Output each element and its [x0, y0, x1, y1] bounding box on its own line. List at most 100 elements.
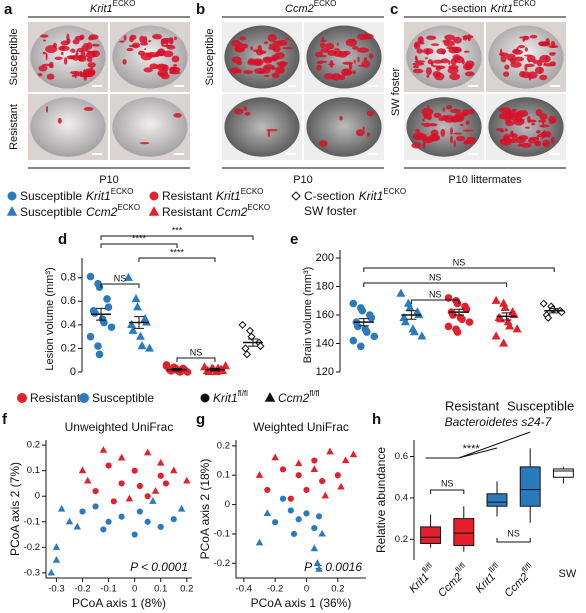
lesion	[527, 115, 531, 124]
side-label: SW foster	[390, 68, 402, 117]
x-tick-label: 0	[304, 584, 309, 595]
lesion	[438, 117, 446, 122]
lesion	[250, 46, 254, 51]
data-point	[95, 350, 104, 359]
data-point	[133, 302, 142, 311]
panel-title: C-section Krit1ECKO	[440, 0, 536, 15]
lesion	[499, 130, 505, 133]
data-point	[151, 486, 160, 494]
lesion	[69, 71, 82, 75]
lesion	[66, 38, 71, 44]
data-point	[247, 332, 256, 341]
lesion	[430, 43, 440, 46]
lesion	[366, 132, 371, 137]
legend-marker	[7, 191, 17, 201]
lesion	[443, 40, 455, 47]
data-point	[500, 302, 510, 312]
error-bar	[501, 312, 512, 321]
data-point	[287, 495, 294, 502]
lesion	[79, 34, 85, 40]
x-tick-label: Krit1fl/fl	[471, 561, 506, 596]
data-point	[279, 466, 287, 473]
lesion	[413, 65, 420, 69]
lesion	[416, 136, 421, 140]
lesion	[362, 126, 365, 131]
lesion	[362, 33, 374, 40]
lesion	[422, 141, 426, 149]
data-point	[78, 466, 87, 474]
lesion	[522, 35, 530, 41]
lesion	[152, 33, 163, 40]
data-point	[86, 272, 95, 281]
lesion	[462, 35, 468, 41]
lesion	[173, 113, 182, 118]
lesion	[448, 60, 451, 65]
text-part: Ccm2	[216, 205, 248, 219]
scale-bar	[468, 153, 478, 155]
lesion	[414, 55, 418, 61]
text-part: fl/fl	[238, 389, 248, 398]
scale-bar	[468, 85, 478, 87]
lesion	[361, 60, 371, 68]
text-part: ECKO	[111, 187, 134, 196]
lesion	[231, 56, 242, 64]
panel-letter: d	[58, 231, 67, 248]
y-tick-label: -0.2	[24, 542, 40, 553]
significance: NS	[441, 478, 454, 488]
y-tick-label: 0	[35, 491, 40, 502]
lesion	[413, 41, 421, 50]
lesion	[436, 48, 447, 55]
panel-footer: P10 littermates	[448, 174, 522, 186]
lesion	[79, 72, 82, 76]
lesion	[550, 40, 556, 49]
data-point	[107, 323, 116, 332]
lesion	[503, 136, 510, 144]
lesion	[173, 64, 177, 67]
x-tick-label: -0.1	[100, 584, 116, 595]
text-part: Ccm2	[86, 205, 118, 219]
lesion	[536, 130, 541, 134]
data-point	[255, 538, 264, 546]
y-tick-label: 200	[316, 252, 334, 264]
data-point	[118, 513, 125, 520]
lesion	[174, 36, 177, 41]
lesion	[45, 45, 58, 54]
lesion	[544, 55, 549, 62]
panel-letter: h	[372, 411, 381, 428]
data-point	[47, 568, 55, 576]
y-tick-label: 0.1	[217, 470, 230, 481]
text-part: fl/fl	[309, 389, 319, 398]
lesion	[417, 36, 424, 44]
panel-footer: P10	[293, 174, 313, 186]
lesion	[83, 107, 94, 111]
scale-bar	[174, 153, 184, 155]
lesion	[85, 48, 89, 52]
y-tick-label: 0.4	[61, 319, 76, 331]
lesion	[524, 54, 532, 57]
lesion	[449, 73, 461, 81]
scale-bar	[92, 153, 102, 155]
row-label: Susceptible	[204, 29, 216, 86]
row-label: Susceptible	[8, 29, 20, 86]
lesion	[272, 45, 281, 53]
lesion	[46, 73, 55, 80]
lesion	[42, 51, 47, 55]
brain	[488, 25, 564, 89]
y-axis-label: Lesion volume (mm³)	[44, 267, 56, 370]
lesion	[259, 50, 267, 54]
text-part: Ccm2	[285, 3, 314, 15]
lesion	[499, 107, 512, 114]
legend-marker	[291, 191, 301, 201]
scale-bar	[368, 85, 378, 87]
x-tick-label: -0.2	[74, 584, 90, 595]
lesion	[424, 57, 428, 60]
lesion	[253, 68, 266, 74]
lesion	[534, 140, 542, 147]
data-point	[458, 315, 466, 324]
lesion	[412, 68, 424, 74]
lesion	[239, 36, 247, 41]
lesion	[267, 129, 271, 137]
data-point	[149, 497, 157, 504]
lesion	[549, 52, 556, 56]
lesion	[272, 40, 283, 47]
